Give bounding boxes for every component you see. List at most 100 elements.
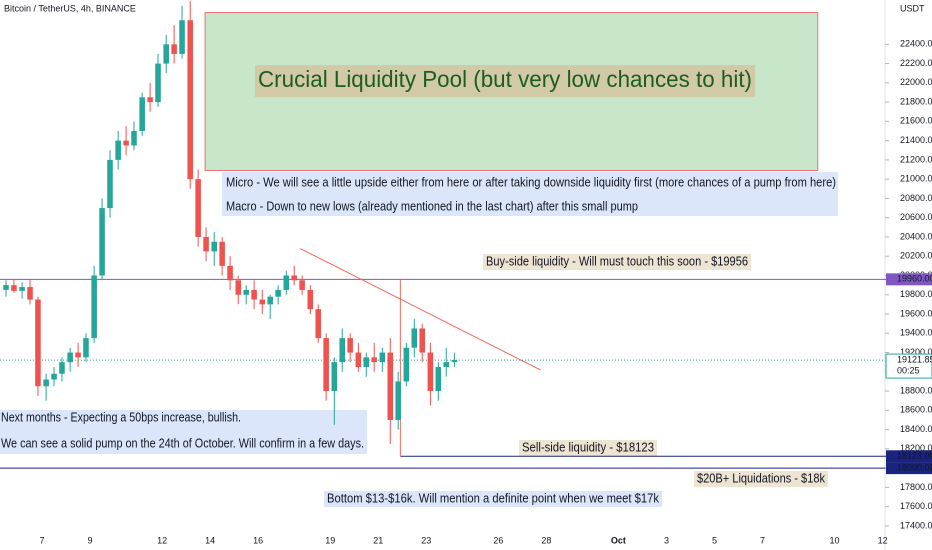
annotation: $20B+ Liquidations - $18k [697,471,826,485]
annotation: Buy-side liquidity - Will must touch thi… [486,254,748,268]
x-tick-label: 28 [541,535,551,545]
candle-body [387,352,394,420]
y-tick-label: 21600.00 [900,116,932,126]
y-tick-label: 17400.00 [900,520,932,530]
candle-body [91,275,97,339]
candle-body [147,97,153,103]
candle-body [251,289,257,300]
x-tick-label: 9 [88,535,93,545]
candle-body [419,328,425,353]
x-tick-label: 3 [664,535,669,545]
annotation: Sell-side liquidity - $18123 [522,440,654,454]
candle-body [275,289,281,297]
candle-body [131,130,137,146]
candle-body [203,236,209,252]
x-tick-label: 5 [712,535,717,545]
y-tick-label: 17600.00 [900,501,932,511]
annotation: Bottom $13-$16k. Will mention a definite… [327,491,660,505]
note-box [0,410,367,454]
candle-body [427,352,434,392]
axis-unit: USDT [900,3,925,13]
candle-body [403,347,410,382]
y-tick-label: 19200.00 [900,347,932,357]
candle-body [323,338,329,392]
candle-body [347,338,353,353]
x-tick-label: 12 [878,535,888,545]
annotation: We can see a solid pump on the 24th of O… [1,436,364,450]
candle-body [259,299,266,305]
y-tick-label: 19400.00 [900,328,932,338]
x-tick-label: 26 [493,535,503,545]
chart-title: Bitcoin / TetherUS, 4h, BINANCE [4,3,136,13]
candle-body [243,289,249,295]
y-tick-label: 21200.00 [900,154,932,164]
candle-body [379,352,386,363]
y-tick-label: 18600.00 [900,405,932,415]
candle-body [355,352,362,367]
candle-body [3,285,9,290]
candle-body [43,379,49,387]
x-tick-label: 16 [253,535,263,545]
y-tick-label: 21000.00 [900,174,932,184]
countdown: 00:25 [897,365,920,375]
x-tick-label: 7 [40,535,45,545]
y-tick-label: 18400.00 [900,424,932,434]
candle-body [27,287,33,300]
candle-body [171,44,177,54]
candle-body [315,309,321,339]
candle-body [123,140,129,146]
candle-body [51,373,57,380]
candle-body [435,366,442,392]
candle-body [179,20,185,54]
level-tag [886,450,932,463]
x-tick-label: 23 [421,535,431,545]
candle-body [371,357,377,363]
level-tag [886,462,932,475]
candle-body [115,140,121,160]
candle-body [363,357,370,367]
candle-body [163,44,169,64]
candle-body [299,280,305,290]
candle-body [67,352,73,363]
x-tick-label: 7 [760,535,765,545]
trendline [299,248,541,371]
annotation: Macro - Down to new lows (already mentio… [226,199,638,213]
level-tag [886,273,932,286]
candle-body [339,338,346,363]
candle-body [227,265,233,281]
candle-body [107,159,113,209]
candle-body [187,20,193,180]
note-box [519,440,657,456]
candle-body [267,296,273,305]
note-box [694,471,828,487]
y-tick-label: 21800.00 [900,96,932,106]
y-tick-label: 20600.00 [900,212,932,222]
y-tick-label: 19800.00 [900,289,932,299]
candle-body [331,362,338,392]
y-tick-label: 20400.00 [900,231,932,241]
y-tick-label: 20800.00 [900,193,932,203]
candle-body [283,275,290,290]
annotation: Next months - Expecting a 50bps increase… [1,410,241,424]
candle-body [211,241,217,252]
candle-body [35,299,41,387]
candle-body [195,179,201,237]
annotation: Crucial Liquidity Pool (but very low cha… [258,66,752,92]
candle-body [411,328,418,348]
candle-body [75,352,81,358]
price-tag-label: 19121.85 [897,354,932,364]
candle-body [395,381,401,420]
price-tag [885,353,932,379]
candle-body [443,362,449,367]
candle-body [451,360,458,363]
x-tick-label: 10 [830,535,840,545]
level-tag-label: 19960.00 [897,274,932,284]
y-tick-label: 18800.00 [900,385,932,395]
x-tick-label: 14 [205,535,215,545]
y-tick-label: 22400.00 [900,39,932,49]
candle-body [219,241,225,266]
annotation: Micro - We will see a little upside eith… [226,175,836,189]
candle-body [11,285,17,291]
y-tick-label: 18200.00 [900,443,932,453]
candle-body [235,280,242,295]
